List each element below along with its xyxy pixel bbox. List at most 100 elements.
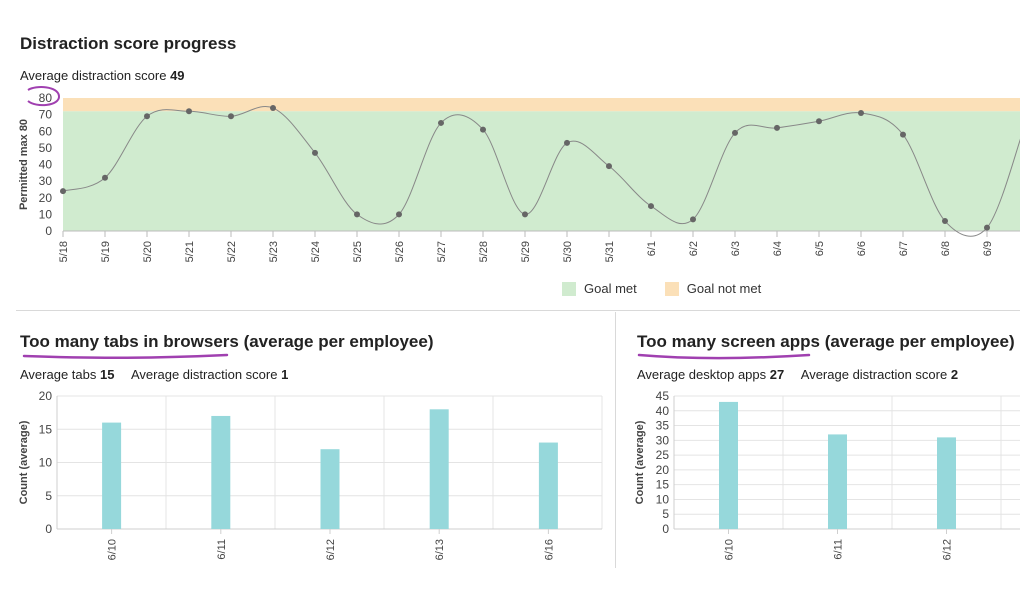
x-tick-label: 5/30 [562,241,574,262]
x-tick-label: 6/10 [724,539,736,560]
y-tick-label: 5 [45,489,52,503]
x-tick-label: 5/19 [100,241,112,262]
y-tick-label: 15 [656,478,670,492]
data-point [858,109,864,116]
y-tick-label: 15 [39,422,53,436]
x-tick-label: 6/7 [898,241,910,256]
y-tick-label: 20 [39,389,53,403]
x-tick-label: 6/3 [730,241,742,256]
goal-not-met-band [63,98,1020,112]
y-tick-label: 60 [39,124,53,138]
goal-met-swatch [562,281,576,296]
x-tick-label: 6/6 [856,241,868,256]
data-point [186,108,192,115]
main-chart-average: Average distraction score 49 [20,68,185,83]
y-axis-label: Count (average) [634,420,646,504]
x-tick-label: 5/18 [58,241,70,262]
x-tick-label: 6/16 [543,539,555,560]
section-divider [16,310,1020,311]
x-tick-label: 5/23 [268,241,280,262]
y-tick-label: 70 [39,108,53,122]
y-tick-label: 25 [656,448,670,462]
y-tick-label: 20 [656,463,670,477]
x-tick-label: 5/28 [478,241,490,262]
x-tick-label: 5/26 [394,241,406,262]
data-point [732,129,738,136]
y-tick-label: 80 [39,91,53,105]
bar [828,434,847,529]
bar [719,401,738,529]
tabs-bar-chart: 0 5 10 15 20 Count (average) 6/10 6/11 6/12 6/13 6… [18,389,603,560]
distraction-line-chart: 0 10 20 30 40 50 60 70 80 Permitted max 80 5/18 5/1… [18,91,1020,262]
annotation-circle [27,86,60,107]
x-tick-label: 5/21 [184,241,196,262]
apps-panel-title: Too many screen apps (average per employ… [637,332,1015,351]
data-point [564,139,570,146]
y-tick-label: 35 [656,419,670,433]
tabs-avg-score-label: Average distraction score [131,367,278,382]
avg-tabs-value: 15 [100,367,115,382]
data-point [816,118,822,125]
x-tick-label: 5/22 [226,241,238,262]
y-tick-label: 5 [662,507,669,521]
data-point [228,113,234,120]
data-point [144,113,150,120]
x-tick-label: 6/10 [107,539,119,560]
x-tick-label: 5/31 [604,241,616,262]
x-tick-label: 5/20 [142,241,154,262]
x-tick-label: 5/24 [310,241,322,262]
x-tick-label: 5/27 [436,241,448,262]
data-point [396,211,402,218]
y-tick-label: 50 [39,141,53,155]
tabs-panel-stats: Average tabs 15 Average distraction scor… [20,367,288,382]
data-point [774,124,780,131]
main-chart-title: Distraction score progress [20,34,237,53]
tabs-title-underline [22,353,229,359]
x-tick-label: 5/25 [352,241,364,262]
y-tick-label: 40 [656,404,670,418]
data-point [438,119,444,126]
bar [320,449,340,529]
y-tick-label: 0 [45,522,52,536]
y-tick-label: 10 [656,492,670,506]
legend-goal-met: Goal met [584,281,637,296]
data-point [270,104,276,111]
x-tick-label: 6/9 [982,241,994,256]
data-point [984,224,990,231]
panel-divider [615,312,616,568]
y-tick-label: 30 [39,174,53,188]
x-tick-label: 6/5 [814,241,826,256]
y-axis-label: Count (average) [18,420,30,504]
avg-score-value: 49 [170,68,185,83]
avg-apps-value: 27 [769,367,785,382]
x-tick-label: 6/12 [942,539,954,560]
x-tick-label: 6/2 [688,241,700,256]
x-tick-label: 6/12 [325,539,337,560]
data-point [354,211,360,218]
data-point [312,149,318,156]
data-point [522,211,528,218]
data-point [606,163,612,170]
y-tick-label: 0 [45,224,52,238]
avg-score-label: Average distraction score [20,68,167,83]
data-point [690,216,696,223]
y-tick-label: 10 [39,207,53,221]
y-tick-label: 30 [656,433,670,447]
y-tick-label: 45 [656,389,670,403]
x-tick-label: 5/29 [520,241,532,262]
y-tick-label: 20 [39,191,53,205]
tabs-avg-score-value: 1 [281,367,289,382]
goal-not-met-swatch [664,281,679,296]
data-point [942,218,948,225]
avg-apps-label: Average desktop apps [637,367,767,382]
apps-avg-score-value: 2 [950,367,959,382]
x-tick-label: 6/11 [833,539,845,560]
apps-title-underline [637,353,811,360]
legend-goal-not-met: Goal not met [686,281,762,296]
x-tick-label: 6/4 [772,241,784,256]
y-tick-label: 40 [39,158,53,172]
tabs-panel-title: Too many tabs in browsers (average per e… [20,332,434,351]
data-point [102,174,108,181]
data-point [60,188,66,195]
